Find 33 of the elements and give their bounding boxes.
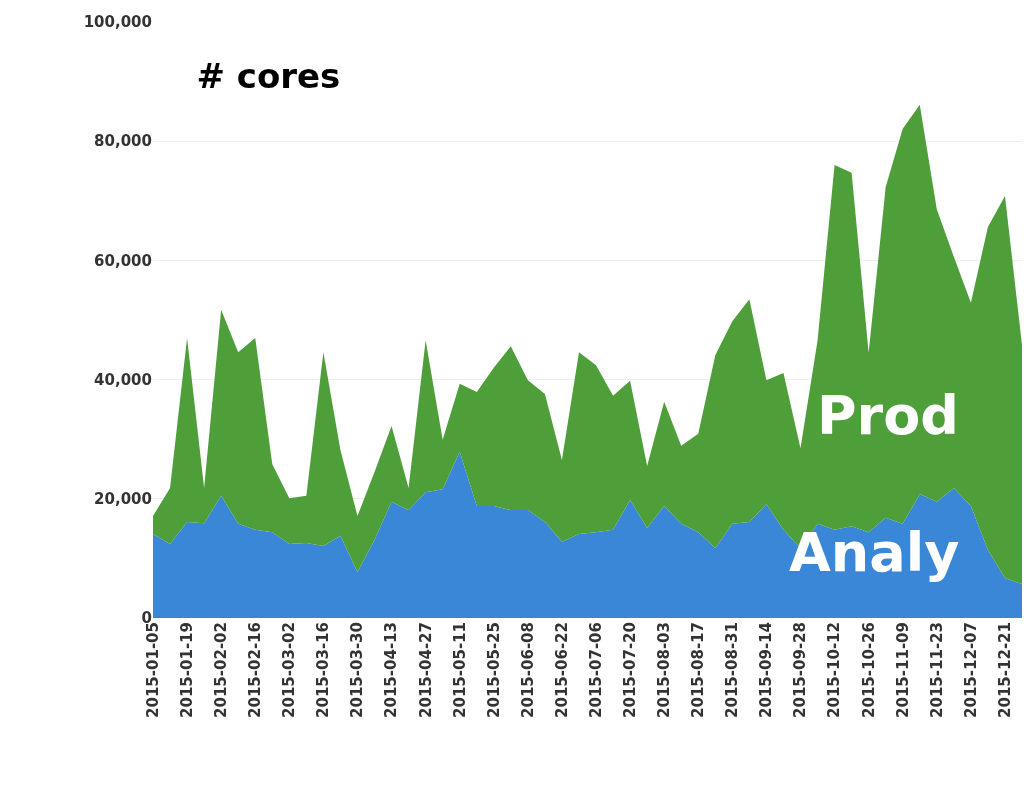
y-tick-label: 40,000: [94, 370, 152, 389]
x-tick-label: 2015-09-14: [757, 622, 776, 718]
x-tick-label: 2015-08-03: [655, 622, 674, 718]
text: # cores: [196, 55, 341, 96]
y-tick-label: 20,000: [94, 490, 152, 509]
x-tick-label: 2015-02-16: [246, 622, 265, 718]
y-tick-label: 100,000: [83, 13, 152, 32]
x-tick-label: 2015-10-12: [825, 622, 844, 718]
x-tick-label: 2015-08-17: [689, 622, 708, 718]
x-tick-label: 2015-04-27: [416, 622, 435, 718]
x-tick-label: 2015-12-21: [995, 622, 1014, 718]
x-tick-label: 2015-11-09: [893, 622, 912, 718]
x-tick-label: 2015-09-28: [791, 622, 810, 718]
x-tick-label: 2015-02-02: [212, 622, 231, 718]
x-tick-label: 2015-10-26: [859, 622, 878, 718]
x-tick-label: 2015-05-11: [450, 622, 469, 718]
x-tick-label: 2015-06-08: [518, 622, 537, 718]
series-label: Prod: [817, 384, 959, 447]
x-tick-label: 2015-11-23: [927, 622, 946, 718]
x-tick-label: 2015-04-13: [382, 622, 401, 718]
y-tick-label: 80,000: [94, 132, 152, 151]
y-tick-label: 60,000: [94, 251, 152, 270]
x-tick-label: 2015-08-31: [723, 622, 742, 718]
x-tick-label: 2015-03-02: [280, 622, 299, 718]
x-tick-label: 2015-12-07: [961, 622, 980, 718]
x-tick-label: 2015-03-30: [348, 622, 367, 718]
x-tick-label: 2015-03-16: [314, 622, 333, 718]
x-tick-label: 2015-05-25: [484, 622, 503, 718]
series-label: Analy: [789, 521, 960, 584]
x-tick-label: 2015-01-19: [177, 622, 196, 718]
x-tick-label: 2015-07-06: [586, 622, 605, 718]
x-tick-label: 2015-07-20: [620, 622, 639, 718]
x-tick-label: 2015-06-22: [552, 622, 571, 718]
